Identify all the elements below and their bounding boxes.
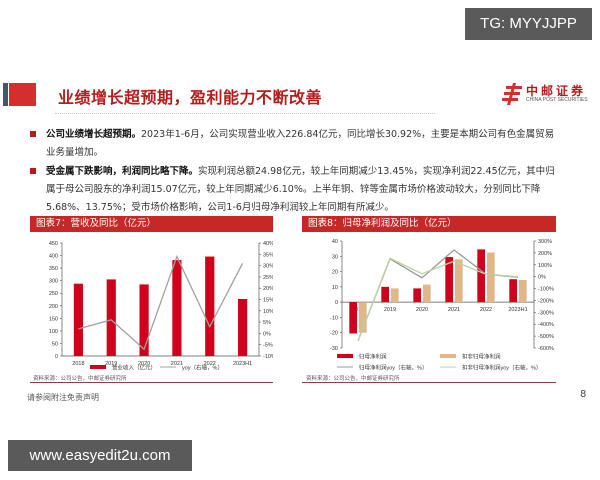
- svg-text:-5%: -5%: [263, 343, 273, 349]
- svg-text:10: 10: [332, 285, 338, 291]
- bullet-text: 2023年1-6月，公司实现营业收入226.84亿元，同比增长30.92%，主要…: [46, 129, 555, 158]
- svg-text:2019: 2019: [105, 361, 117, 367]
- svg-text:yoy（右轴，%）: yoy（右轴，%）: [182, 364, 223, 372]
- svg-text:-20: -20: [330, 331, 338, 337]
- logo-text-cn: 中邮证券: [526, 84, 587, 98]
- bullet-revenue: 公司业绩增长超预期。2023年1-6月，公司实现营业收入226.84亿元，同比增…: [28, 126, 558, 162]
- watermark-bottom: www.easyedit2u.com: [8, 440, 192, 471]
- svg-text:100: 100: [49, 329, 58, 335]
- bullet-text: 实现利润总额24.98亿元，较上年同期减少13.45%，实现净利润22.45亿元…: [46, 166, 555, 213]
- svg-text:200: 200: [49, 304, 58, 310]
- chart-net-profit: 图表8：归母净利润及同比（亿元） -30 -20 -10 0 10 20 30 40 -600%…: [302, 216, 556, 386]
- svg-text:0: 0: [335, 300, 338, 306]
- svg-text:30%: 30%: [263, 264, 273, 270]
- svg-text:300: 300: [49, 279, 58, 285]
- svg-text:40%: 40%: [263, 241, 273, 247]
- page-number: 8: [580, 389, 587, 400]
- chart-source: 资料来源：公司公告，中邮证券研究所: [306, 376, 400, 382]
- svg-text:扣非归母净利润yoy（右轴，%）: 扣非归母净利润yoy（右轴，%）: [462, 364, 541, 372]
- svg-text:15%: 15%: [263, 298, 273, 304]
- svg-text:250: 250: [49, 291, 58, 297]
- svg-text:2023H1: 2023H1: [508, 307, 527, 313]
- chart-bottom-rule: [30, 382, 273, 383]
- svg-text:200%: 200%: [538, 251, 552, 257]
- svg-text:25%: 25%: [263, 275, 273, 281]
- svg-text:2020: 2020: [416, 307, 428, 313]
- title-divider: [55, 113, 435, 114]
- svg-text:20%: 20%: [263, 286, 273, 292]
- chart-title: 图表8：归母净利润及同比（亿元）: [302, 216, 556, 232]
- bullet-profit: 受金属下跌影响，利润同比略下降。实现利润总额24.98亿元，较上年同期减少13.…: [28, 163, 558, 217]
- svg-text:10%: 10%: [263, 309, 273, 315]
- svg-text:40: 40: [332, 239, 338, 245]
- disclaimer: 请参阅附注免责声明: [27, 393, 99, 402]
- chart-revenue-plot: 0 50 100 150 200 250 300 350 400 450 -10% -5% 0% 5% 10…: [49, 241, 273, 372]
- bullet-lead: 受金属下跌影响，利润同比略下降。: [46, 166, 199, 177]
- svg-text:归母净利润yoy（右轴，%）: 归母净利润yoy（右轴，%）: [359, 364, 427, 372]
- svg-text:300%: 300%: [538, 239, 552, 245]
- svg-text:-600%: -600%: [538, 346, 554, 352]
- svg-text:5%: 5%: [263, 320, 271, 326]
- company-logo: 中邮证券 CHINA POST SECURITIES: [502, 82, 594, 106]
- svg-text:2023H1: 2023H1: [233, 361, 252, 367]
- svg-text:450: 450: [49, 241, 58, 247]
- svg-text:150: 150: [49, 316, 58, 322]
- chart-source: 资料来源：公司公告，中邮证券研究所: [33, 376, 127, 382]
- svg-text:0: 0: [55, 354, 58, 360]
- bullet-square-icon: [30, 168, 36, 174]
- svg-text:-200%: -200%: [538, 298, 554, 304]
- svg-text:350: 350: [49, 266, 58, 272]
- svg-text:35%: 35%: [263, 252, 273, 258]
- svg-text:-300%: -300%: [538, 310, 554, 316]
- logo-text-en: CHINA POST SECURITIES: [526, 97, 588, 103]
- svg-text:营业收入（亿元）: 营业收入（亿元）: [112, 364, 156, 372]
- svg-text:-10: -10: [330, 315, 338, 321]
- svg-text:-10%: -10%: [263, 354, 273, 360]
- chart-title: 图表7：营收及同比（亿元）: [30, 216, 273, 232]
- svg-text:扣非归母净利润: 扣非归母净利润: [462, 353, 501, 361]
- chart-net-profit-plot: -30 -20 -10 0 10 20 30 40 -600% -500% -400% -300% -2…: [330, 239, 554, 372]
- summary-bullets: 公司业绩增长超预期。2023年1-6月，公司实现营业收入226.84亿元，同比增…: [28, 126, 558, 218]
- svg-text:2021: 2021: [171, 361, 183, 367]
- chart-bottom-rule: [302, 382, 556, 383]
- watermark-top: TG: MYYJJPP: [465, 8, 592, 40]
- svg-text:-100%: -100%: [538, 287, 554, 293]
- svg-text:2018: 2018: [72, 361, 84, 367]
- svg-text:归母净利润: 归母净利润: [359, 353, 387, 361]
- svg-text:2018: 2018: [352, 307, 364, 313]
- svg-text:100%: 100%: [538, 263, 552, 269]
- svg-text:50: 50: [52, 341, 58, 347]
- china-post-logo-icon: [502, 83, 522, 105]
- bullet-square-icon: [30, 131, 36, 137]
- chart-revenue: 图表7：营收及同比（亿元） 0 50 100 150 200 250 300 350 400 45…: [30, 216, 273, 386]
- svg-text:-500%: -500%: [538, 334, 554, 340]
- svg-text:2019: 2019: [384, 307, 396, 313]
- bullet-lead: 公司业绩增长超预期。: [46, 129, 142, 140]
- svg-text:20: 20: [332, 270, 338, 276]
- page-title: 业绩增长超预期，盈利能力不断改善: [58, 88, 323, 107]
- svg-text:400: 400: [49, 254, 58, 260]
- svg-text:2021: 2021: [448, 307, 460, 313]
- svg-text:2022: 2022: [204, 361, 216, 367]
- title-accent-dark: [3, 83, 8, 106]
- svg-text:2020: 2020: [138, 361, 150, 367]
- svg-text:2022: 2022: [480, 307, 492, 313]
- title-accent-red: [9, 83, 36, 106]
- svg-text:0%: 0%: [538, 275, 546, 281]
- svg-text:-400%: -400%: [538, 322, 554, 328]
- svg-text:0%: 0%: [263, 331, 271, 337]
- svg-text:30: 30: [332, 254, 338, 260]
- svg-text:-30: -30: [330, 346, 338, 352]
